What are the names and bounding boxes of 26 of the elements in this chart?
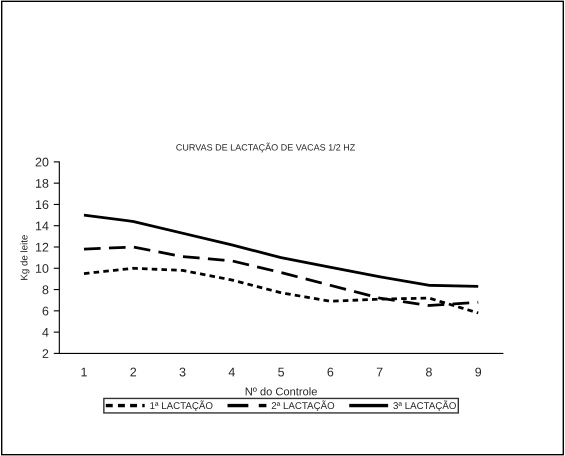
legend-label: 3ª LACTAÇÃO (393, 400, 456, 412)
x-tick-label: 4 (228, 368, 235, 376)
y-tick-label: 4 (42, 328, 49, 337)
y-tick-label: 12 (36, 242, 48, 252)
x-tick-label: 9 (475, 368, 482, 376)
x-tick-label: 5 (278, 368, 284, 376)
chart-title: CURVAS DE LACTAÇÃO DE VACAS 1/2 HZ (176, 142, 355, 152)
x-tick-label: 3 (180, 368, 186, 376)
line-series (82, 214, 480, 288)
y-tick-label: 8 (42, 285, 48, 294)
y-tick-label: 2 (42, 349, 48, 358)
x-tick-label: 7 (376, 368, 382, 376)
y-tick-label: 6 (42, 306, 48, 316)
y-axis-title: Kg de leite (20, 235, 30, 280)
x-tick-label: 2 (130, 368, 136, 376)
x-axis-title: Nº do Controle (246, 387, 317, 396)
x-tick-label: 6 (328, 368, 334, 376)
x-tick-label: 1 (81, 368, 87, 376)
y-tick-label: 16 (36, 200, 48, 210)
y-tick-label: 18 (36, 178, 48, 188)
y-tick-label: 10 (36, 264, 48, 273)
x-tick-label: 8 (426, 368, 432, 376)
y-tick-label: 14 (36, 222, 49, 230)
legend-label: 1ª LACTAÇÃO (150, 400, 212, 412)
legend-label: 2ª LACTAÇÃO (272, 400, 334, 412)
y-tick-label: 20 (36, 158, 48, 167)
